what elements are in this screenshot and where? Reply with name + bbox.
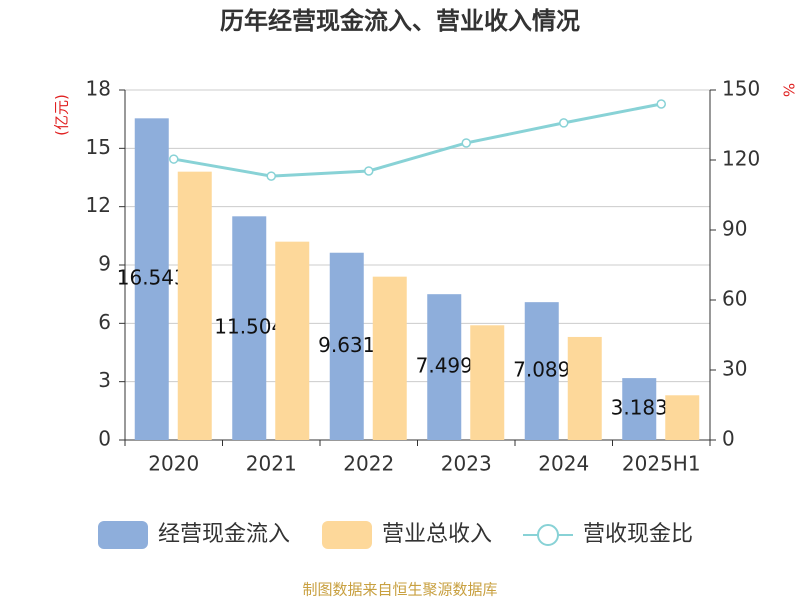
y2-tick-label: 150 xyxy=(722,77,760,101)
legend-swatch xyxy=(98,521,148,549)
y2-tick-label: 0 xyxy=(722,427,735,451)
y2-tick-label: 30 xyxy=(722,357,747,381)
x-tick-label: 2024 xyxy=(538,452,589,476)
line xyxy=(173,102,662,178)
line-point xyxy=(169,154,179,164)
bar xyxy=(372,276,407,440)
y-axis-label: (亿元) xyxy=(53,94,71,136)
value-label: 9.631 xyxy=(318,333,375,357)
x-tick-label: 2020 xyxy=(148,452,199,476)
y-tick-label: 6 xyxy=(98,310,111,334)
bar xyxy=(524,302,559,440)
line-point xyxy=(656,99,666,109)
bar xyxy=(567,336,602,440)
legend-swatch xyxy=(537,524,559,546)
bar xyxy=(470,325,505,440)
y2-tick-label: 90 xyxy=(722,217,747,241)
legend-label: 经营现金流入 xyxy=(158,522,290,547)
value-label: 3.183 xyxy=(611,396,668,420)
y2-tick-label: 60 xyxy=(722,287,747,311)
y-tick-label: 0 xyxy=(98,427,111,451)
bar xyxy=(177,171,212,440)
y-tick-label: 15 xyxy=(86,135,111,159)
y-tick-label: 3 xyxy=(98,368,111,392)
source-note: 制图数据来自恒生聚源数据库 xyxy=(302,581,497,599)
value-label: 7.499 xyxy=(416,354,473,378)
bar xyxy=(275,241,310,440)
y2-tick-label: 120 xyxy=(722,147,760,171)
x-tick-label: 2025H1 xyxy=(622,452,701,476)
y2-axis-label: % xyxy=(780,83,798,97)
bar xyxy=(232,216,267,440)
line-point xyxy=(364,166,374,176)
bar xyxy=(329,252,364,440)
x-tick-label: 2021 xyxy=(246,452,297,476)
legend-label: 营业总收入 xyxy=(382,522,492,547)
value-label: 7.089 xyxy=(513,358,570,382)
bar xyxy=(665,395,700,440)
line-point xyxy=(266,171,276,181)
y-tick-label: 12 xyxy=(86,193,111,217)
x-tick-label: 2023 xyxy=(441,452,492,476)
chart-title: 历年经营现金流入、营业收入情况 xyxy=(220,7,580,35)
value-label: 16.543 xyxy=(117,266,187,290)
legend-swatch xyxy=(322,521,372,549)
x-tick-label: 2022 xyxy=(343,452,394,476)
y-tick-label: 18 xyxy=(86,77,111,101)
line-point xyxy=(559,118,569,128)
y-tick-label: 9 xyxy=(98,252,111,276)
bar xyxy=(134,118,169,440)
value-label: 11.504 xyxy=(214,315,284,339)
bar xyxy=(427,294,462,440)
legend-label: 营收现金比 xyxy=(583,522,693,547)
bar xyxy=(622,378,657,440)
line-point xyxy=(461,138,471,148)
